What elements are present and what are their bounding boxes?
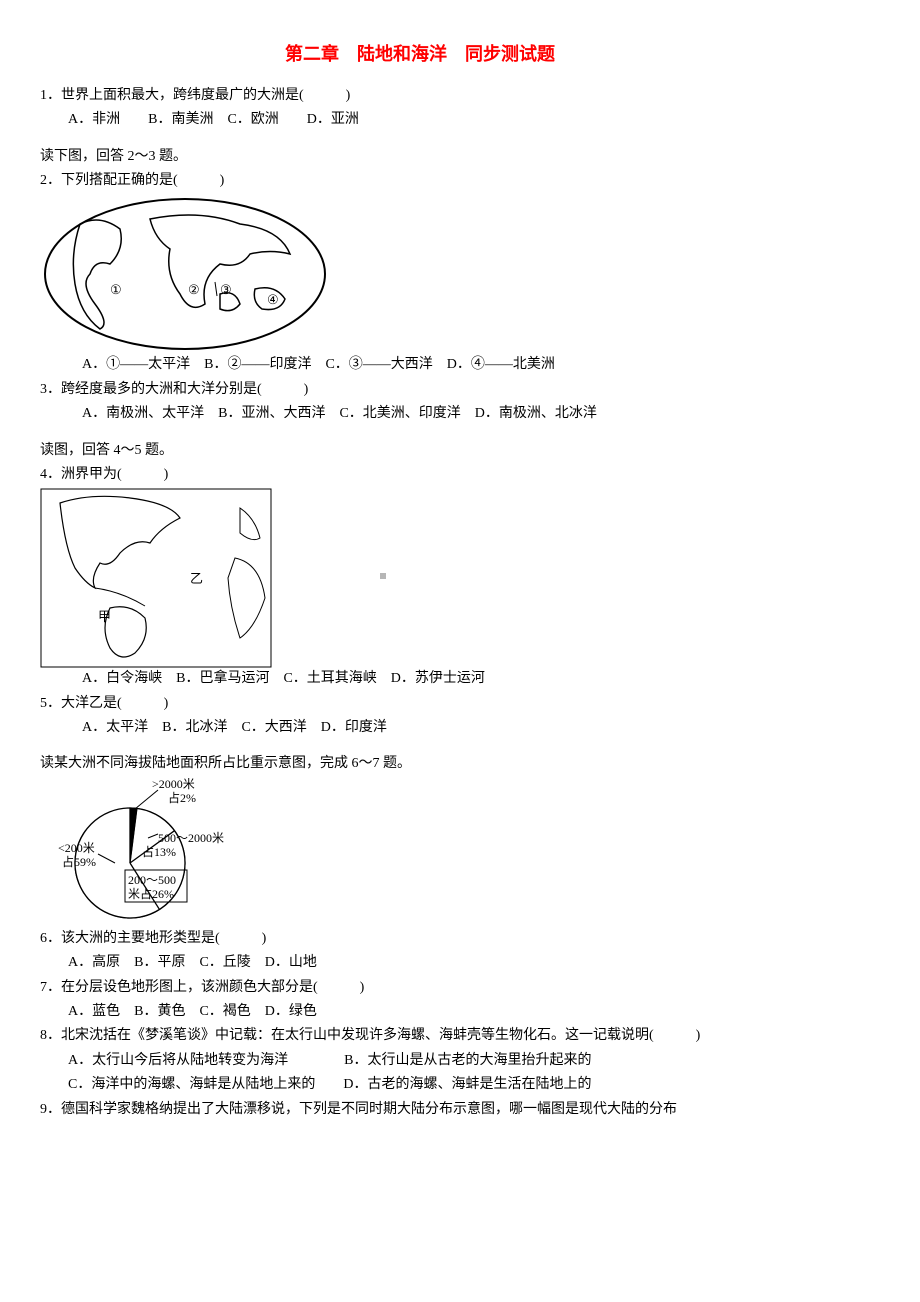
q4-stem: 4．洲界甲为( )	[40, 464, 800, 486]
svg-text:②: ②	[188, 282, 200, 297]
q9-stem: 9．德国科学家魏格纳提出了大陆漂移说，下列是不同时期大陆分布示意图，哪一幅图是现…	[40, 1099, 800, 1121]
q3-options: A．南极洲、太平洋 B．亚洲、大西洋 C．北美洲、印度洋 D．南极洲、北冰洋	[40, 403, 800, 425]
svg-text:500～2000米: 500～2000米	[158, 831, 224, 845]
svg-text:占2%: 占2%	[168, 790, 196, 805]
q7-stem: 7．在分层设色地形图上，该洲颜色大部分是( )	[40, 977, 800, 999]
svg-text:①: ①	[110, 282, 122, 297]
svg-text:③: ③	[220, 282, 232, 297]
intro-4-5: 读图，回答 4～5 题。	[40, 440, 800, 462]
svg-text:④: ④	[267, 292, 279, 307]
svg-text:200～500: 200～500	[128, 873, 176, 887]
page-title: 第二章 陆地和海洋 同步测试题	[40, 40, 800, 69]
svg-text:>2000米: >2000米	[152, 778, 195, 791]
svg-text:占13%: 占13%	[142, 844, 176, 859]
q6-options: A．高原 B．平原 C．丘陵 D．山地	[40, 952, 800, 974]
intro-6-7: 读某大洲不同海拔陆地面积所占比重示意图，完成 6～7 题。	[40, 753, 800, 775]
svg-text:占59%: 占59%	[62, 854, 96, 869]
q5-stem: 5．大洋乙是( )	[40, 693, 800, 715]
pie-chart-figure: >2000米 占2% 500～2000米 占13% 200～500 米占26% …	[40, 778, 800, 928]
q4-options: A．白令海峡 B．巴拿马运河 C．土耳其海峡 D．苏伊士运河	[40, 668, 800, 690]
q7-options: A．蓝色 B．黄色 C．褐色 D．绿色	[40, 1001, 800, 1023]
q1-stem: 1．世界上面积最大，跨纬度最广的大洲是( )	[40, 85, 800, 107]
label-yi: 乙	[190, 571, 203, 586]
q8-options-ab: A．太行山今后将从陆地转变为海洋 B．太行山是从古老的大海里抬升起来的	[40, 1050, 800, 1072]
q8-stem: 8．北宋沈括在《梦溪笔谈》中记载：在太行山中发现许多海螺、海蚌壳等生物化石。这一…	[40, 1025, 800, 1047]
americas-map-figure: 甲 乙	[40, 488, 800, 668]
q1-options: A．非洲 B．南美洲 C．欧洲 D．亚洲	[40, 109, 800, 131]
q5-options: A．太平洋 B．北冰洋 C．大西洋 D．印度洋	[40, 717, 800, 739]
q3-stem: 3．跨经度最多的大洲和大洋分别是( )	[40, 379, 800, 401]
intro-2-3: 读下图，回答 2～3 题。	[40, 146, 800, 168]
world-map-figure: ① ② ③ ④	[40, 194, 800, 354]
label-jia: 甲	[98, 609, 111, 624]
dot-marker	[380, 573, 386, 579]
svg-text:<200米: <200米	[58, 841, 95, 855]
q8-options-cd: C．海洋中的海螺、海蚌是从陆地上来的 D．古老的海螺、海蚌是生活在陆地上的	[40, 1074, 800, 1096]
svg-text:米占26%: 米占26%	[128, 886, 174, 901]
q2-options: A．①——太平洋 B．②——印度洋 C．③——大西洋 D．④——北美洲	[40, 354, 800, 376]
q2-stem: 2．下列搭配正确的是( )	[40, 170, 800, 192]
q6-stem: 6．该大洲的主要地形类型是( )	[40, 928, 800, 950]
